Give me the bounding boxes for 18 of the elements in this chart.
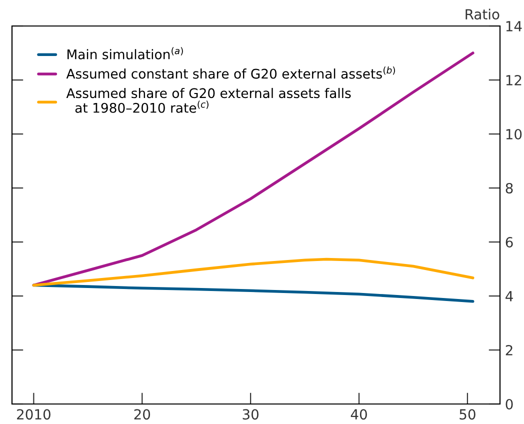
- y-tick-label: 0: [506, 398, 513, 410]
- legend-label: Assumed share of G20 external assets falls at 1980–2010 rate$^{(c)}$: [66, 88, 351, 113]
- y-tick-label: 8: [506, 182, 513, 194]
- x-tick-label: 2010: [17, 409, 50, 420]
- line-series: [32, 258, 474, 287]
- x-tick-label: 50: [460, 409, 476, 420]
- y-tick-label: 2: [506, 344, 512, 356]
- y-tick-label: 6: [506, 236, 513, 248]
- legend-label: Assumed constant share of G20 external assets$^{(b)}$: [66, 66, 395, 79]
- y-axis-title: Ratio: [466, 8, 500, 20]
- y-tick-label: 12: [506, 74, 522, 86]
- y-tick-label: 4: [506, 291, 513, 302]
- y-tick-label: 10: [506, 128, 522, 140]
- x-tick-label: 40: [350, 409, 367, 420]
- x-tick-label: 30: [242, 409, 258, 420]
- x-tick-label: 20: [134, 409, 150, 420]
- y-tick-label: 14: [506, 21, 522, 32]
- legend-label: Main simulation$^{(a)}$: [68, 47, 183, 60]
